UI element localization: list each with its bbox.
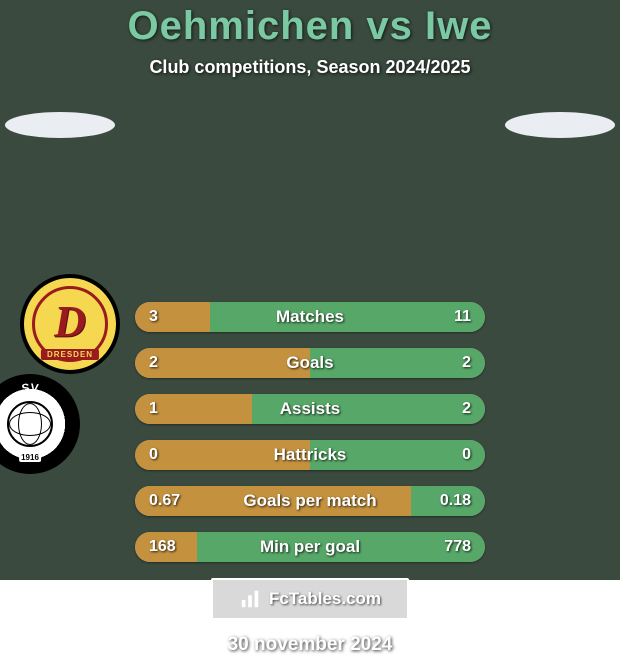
player-right-shadow — [505, 112, 615, 138]
badge-year: 1916 — [19, 453, 41, 462]
svg-text:SV: SV — [21, 381, 40, 396]
comparison-card: Oehmichen vs Iwe Club competitions, Seas… — [0, 0, 620, 580]
stat-label: Assists — [135, 394, 485, 424]
badge-letter: D — [54, 296, 86, 347]
stat-row: 0.670.18Goals per match — [135, 486, 485, 516]
site-logo-box: FcTables.com — [211, 578, 409, 620]
club-badge-left: D DRESDEN — [20, 274, 120, 374]
comparison-date: 30 november 2024 — [0, 634, 620, 656]
site-logo-text: FcTables.com — [269, 589, 381, 609]
stat-row: 22Goals — [135, 348, 485, 378]
badge-globe-icon — [7, 401, 53, 447]
subtitle: Club competitions, Season 2024/2025 — [0, 57, 620, 78]
player-left-shadow — [5, 112, 115, 138]
stat-label: Hattricks — [135, 440, 485, 470]
stat-bars: 311Matches 22Goals 12Assists 00Hattricks 0.6… — [135, 302, 485, 562]
stat-row: 311Matches — [135, 302, 485, 332]
stat-label: Goals — [135, 348, 485, 378]
stat-row: 00Hattricks — [135, 440, 485, 470]
club-badge-right: SV Sandhausen 1916 — [0, 374, 80, 474]
stat-row: 168778Min per goal — [135, 532, 485, 562]
stat-row: 12Assists — [135, 394, 485, 424]
stat-label: Goals per match — [135, 486, 485, 516]
page-title: Oehmichen vs Iwe — [0, 4, 620, 49]
stat-label: Min per goal — [135, 532, 485, 562]
stat-label: Matches — [135, 302, 485, 332]
bar-chart-icon — [239, 588, 261, 610]
badge-city: DRESDEN — [41, 349, 99, 360]
